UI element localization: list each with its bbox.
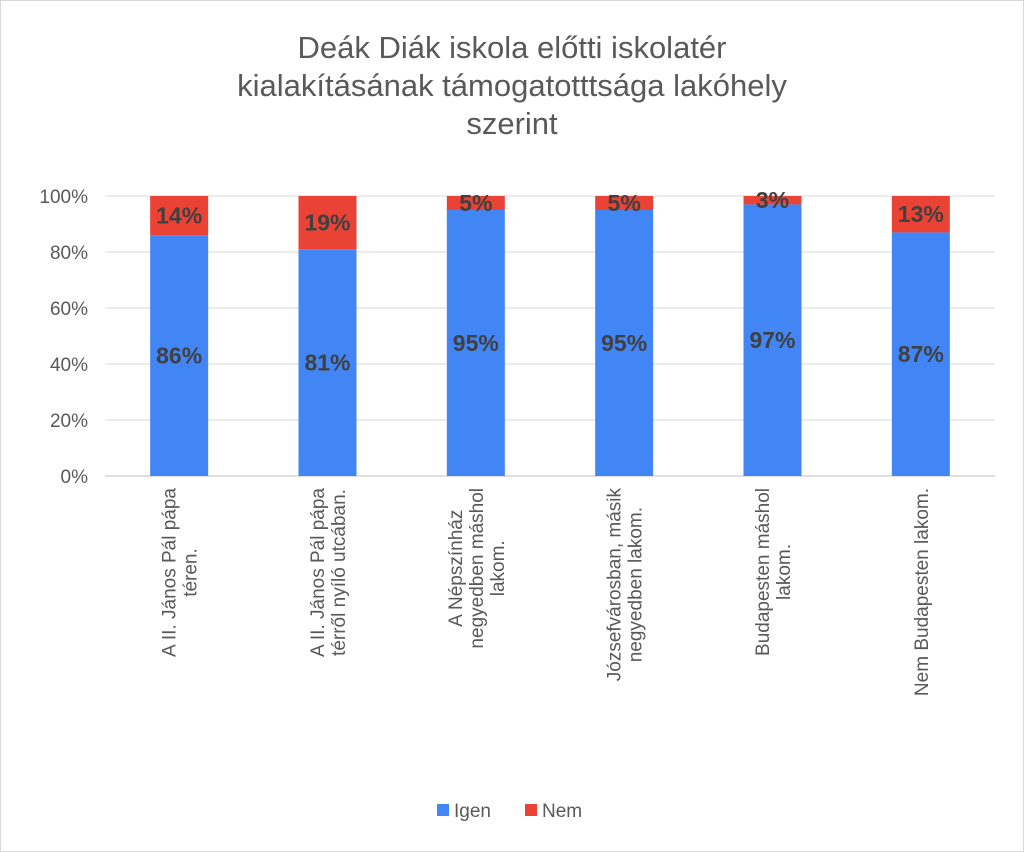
y-tick-label: 60% [50, 299, 88, 320]
chart-title-line: Deák Diák iskola előtti iskolatér [297, 30, 726, 65]
bar-igen [891, 232, 950, 476]
x-category-label-line: lakom. [774, 544, 795, 600]
bar-igen [446, 210, 505, 476]
x-category-label-line: negyedben lakom. [626, 507, 647, 662]
x-category-label-line: A II. János Pál pápa [160, 488, 181, 657]
x-category-label-line: negyedben máshol [467, 488, 488, 649]
x-category-label: A II. János Pál pápa térről nyíló utcában… [308, 488, 350, 657]
data-label: 14% [156, 203, 202, 229]
x-category-label: A Népszínház negyedben máshol lakom. [446, 488, 509, 649]
x-category-label: A II. János Pál pápa téren. [160, 488, 202, 657]
x-category-label: Budapesten máshol lakom. [753, 488, 795, 656]
data-label: 19% [304, 210, 350, 236]
data-label: 95% [453, 330, 499, 356]
x-category-label-line: téren. [181, 548, 202, 597]
x-category-label-line: lakom. [488, 540, 509, 596]
y-tick-label: 100% [39, 187, 88, 208]
bars: 86% 14% 81% 19% 95% 5% 95% 5% 97% 3% 87% 13% [150, 187, 950, 476]
y-axis: 0% 20% 40% 60% 80% 100% [39, 187, 88, 488]
bar-nem [595, 196, 654, 210]
y-tick-label: 20% [50, 411, 88, 432]
x-category-label-line: A Népszínház [446, 510, 467, 627]
bar-igen [298, 249, 357, 476]
legend-label: Nem [542, 801, 582, 822]
bar-igen [150, 235, 209, 476]
x-axis: A II. János Pál pápa téren. A II. János Pá… [160, 488, 933, 697]
data-label: 95% [601, 330, 647, 356]
x-category-label-line: térről nyíló utcában. [329, 489, 350, 656]
legend: Igen Nem [437, 801, 582, 822]
chart-title-line: szerint [466, 106, 558, 141]
bar-nem [298, 196, 357, 250]
x-category-label-line: Budapesten máshol [753, 488, 774, 656]
bar-igen [743, 204, 802, 476]
chart-title: Deák Diák iskola előtti iskolatérkialakí… [237, 30, 787, 141]
bar-nem [150, 196, 209, 236]
data-label: 86% [156, 343, 202, 369]
gridlines [105, 195, 995, 477]
legend-swatch-igen [437, 804, 449, 816]
legend-label: Igen [454, 801, 491, 822]
bar-nem [446, 196, 505, 210]
data-label: 3% [756, 187, 789, 213]
bar-nem [891, 196, 950, 233]
data-label: 97% [749, 327, 795, 353]
chart-title-line: kialakításának támogatotttsága lakóhely [237, 68, 787, 103]
x-category-label-line: Józsefvárosban, másik [605, 488, 626, 682]
y-tick-label: 0% [61, 467, 89, 488]
x-category-label-line: Nem Budapesten lakom. [912, 488, 933, 696]
data-label: 5% [459, 190, 492, 216]
x-category-label-line: A II. János Pál pápa [308, 488, 329, 657]
data-label: 5% [608, 190, 641, 216]
x-category-label: Józsefvárosban, másik negyedben lakom. [605, 488, 647, 682]
x-category-label: Nem Budapesten lakom. [912, 488, 933, 696]
data-label: 87% [898, 341, 944, 367]
y-tick-label: 40% [50, 355, 88, 376]
bar-igen [595, 210, 654, 476]
bar-nem [743, 196, 802, 205]
y-tick-label: 80% [50, 243, 88, 264]
data-label: 81% [304, 350, 350, 376]
legend-swatch-nem [525, 804, 537, 816]
data-label: 13% [898, 201, 944, 227]
